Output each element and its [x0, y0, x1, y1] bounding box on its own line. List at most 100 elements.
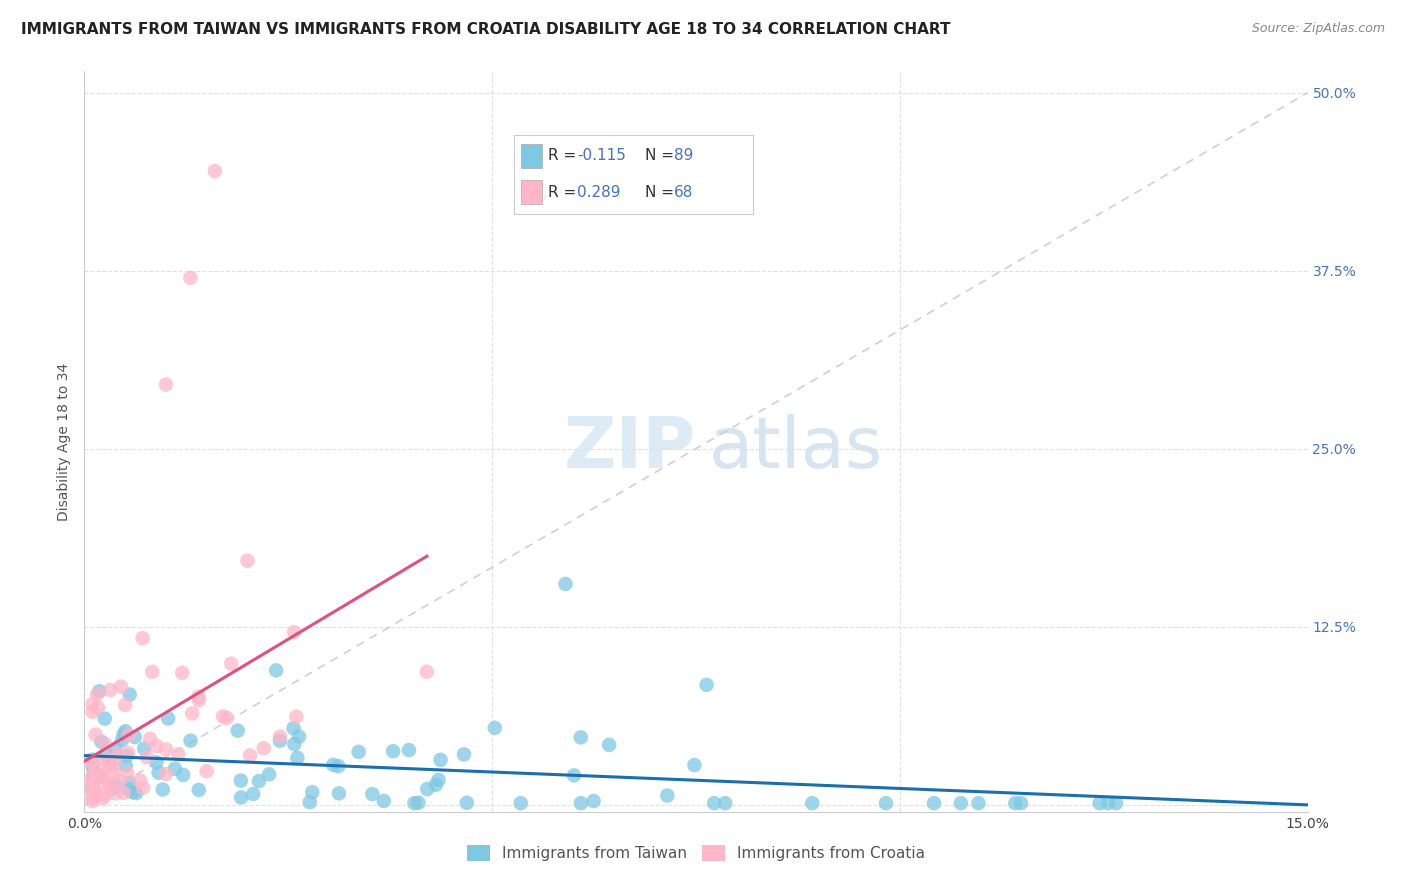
Point — [82, 780, 104, 794]
Point — [104, 786, 127, 800]
Point — [408, 796, 430, 810]
Point — [453, 747, 475, 762]
Point — [103, 781, 125, 796]
Text: ZIP: ZIP — [564, 415, 696, 483]
Point — [167, 747, 190, 762]
Point — [283, 737, 305, 751]
Point — [135, 750, 157, 764]
Point — [269, 733, 291, 747]
Point — [152, 782, 174, 797]
Point — [96, 747, 118, 762]
Point — [187, 783, 209, 797]
Point — [242, 787, 264, 801]
Point — [484, 721, 506, 735]
Point — [204, 164, 226, 178]
Point — [714, 796, 737, 810]
Point — [683, 758, 706, 772]
Point — [404, 796, 426, 810]
Point — [129, 773, 152, 788]
Point — [124, 730, 146, 744]
Point — [114, 698, 136, 712]
Point — [82, 769, 104, 783]
Point — [219, 657, 242, 671]
Point — [347, 745, 370, 759]
Point — [117, 728, 139, 742]
Point — [145, 739, 167, 754]
Point — [301, 785, 323, 799]
Point — [361, 787, 384, 801]
Point — [134, 741, 156, 756]
Point — [101, 761, 124, 775]
Point — [112, 727, 135, 741]
Point — [103, 753, 125, 767]
Point — [298, 795, 321, 809]
Point — [104, 741, 127, 756]
Point — [398, 743, 420, 757]
Point — [1010, 796, 1032, 810]
Point — [1088, 796, 1111, 810]
Point — [949, 796, 972, 810]
Point — [93, 775, 115, 789]
Point — [172, 768, 194, 782]
Point — [117, 766, 139, 780]
Point — [1004, 796, 1026, 810]
Point — [98, 683, 121, 698]
Point — [139, 731, 162, 746]
Text: atlas: atlas — [709, 415, 883, 483]
Point — [84, 728, 107, 742]
Point — [283, 721, 305, 735]
Point — [801, 796, 824, 810]
Point — [82, 772, 104, 786]
Point — [195, 764, 218, 779]
Point — [89, 684, 111, 698]
Point — [115, 748, 138, 763]
Point — [231, 790, 253, 805]
Bar — [520, 144, 543, 168]
Point — [111, 733, 134, 747]
Point — [82, 755, 104, 769]
Point — [922, 796, 945, 810]
Point — [285, 709, 308, 723]
Point — [132, 780, 155, 795]
Point — [82, 794, 104, 808]
Text: N =: N = — [645, 185, 679, 200]
Point — [257, 767, 280, 781]
Point — [141, 665, 163, 679]
Y-axis label: Disability Age 18 to 34: Disability Age 18 to 34 — [58, 362, 72, 521]
Point — [288, 730, 311, 744]
Text: R =: R = — [548, 148, 582, 163]
Text: 68: 68 — [673, 185, 693, 200]
Point — [269, 730, 291, 744]
Point — [145, 756, 167, 770]
Point — [416, 782, 439, 797]
Point — [82, 790, 104, 805]
Bar — [520, 180, 543, 204]
Point — [425, 778, 447, 792]
Point — [118, 775, 141, 789]
Point — [98, 757, 121, 772]
Point — [121, 785, 143, 799]
Point — [226, 723, 249, 738]
Point — [322, 757, 344, 772]
Point — [117, 782, 139, 797]
Legend: Immigrants from Taiwan, Immigrants from Croatia: Immigrants from Taiwan, Immigrants from … — [461, 838, 931, 867]
Point — [212, 709, 235, 723]
Point — [562, 768, 585, 782]
Point — [94, 712, 117, 726]
Point — [172, 665, 194, 680]
Point — [91, 791, 114, 805]
Point — [90, 735, 112, 749]
Point — [110, 680, 132, 694]
Point — [328, 786, 350, 800]
Point — [875, 796, 897, 810]
Text: IMMIGRANTS FROM TAIWAN VS IMMIGRANTS FROM CROATIA DISABILITY AGE 18 TO 34 CORREL: IMMIGRANTS FROM TAIWAN VS IMMIGRANTS FRO… — [21, 22, 950, 37]
Point — [187, 690, 209, 704]
Text: 89: 89 — [673, 148, 693, 163]
Point — [118, 688, 141, 702]
Point — [82, 759, 104, 773]
Point — [103, 766, 125, 780]
Point — [373, 794, 395, 808]
Point — [180, 733, 202, 747]
Text: N =: N = — [645, 148, 679, 163]
Point — [283, 625, 305, 640]
